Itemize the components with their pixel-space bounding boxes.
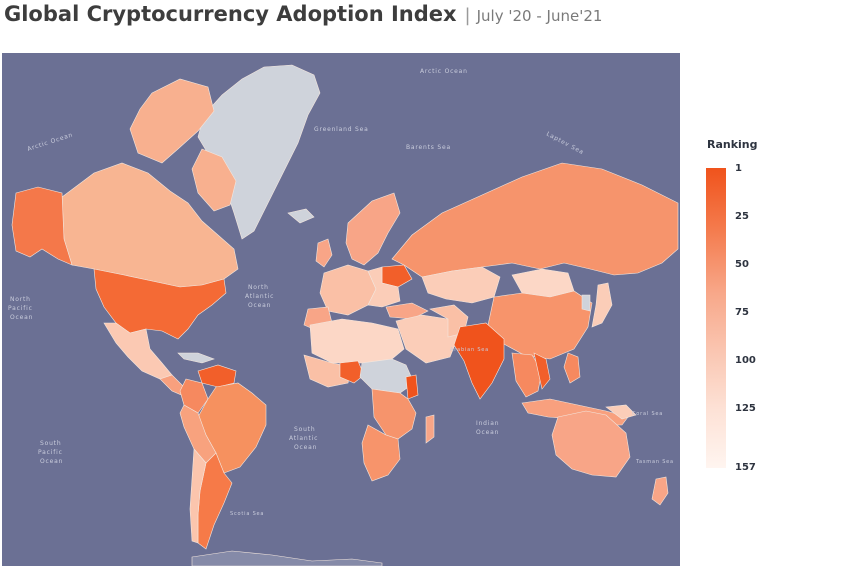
east-africa[interactable] [371,388,417,440]
india[interactable] [453,322,505,400]
label-arabian-sea: Arabian Sea [450,347,489,353]
ukraine[interactable] [381,264,413,288]
baffin-island[interactable] [191,148,237,212]
legend-tick-25: 25 [735,211,749,222]
label-south-atlantic-3: Ocean [294,444,317,451]
alaska[interactable] [11,186,73,266]
scandinavia[interactable] [345,192,401,266]
nigeria[interactable] [339,360,365,384]
middle-east[interactable] [395,314,459,364]
label-north-atlantic-2: Atlantic [245,293,274,300]
korea[interactable] [581,294,591,312]
australia[interactable] [551,410,631,478]
legend-tick-75: 75 [735,307,749,318]
label-tasman-sea: Tasman Sea [635,459,674,465]
label-indian-ocean-1: Indian [476,420,499,427]
chile[interactable] [189,448,207,544]
mexico[interactable] [103,322,173,380]
label-south-atlantic-1: South [294,426,315,433]
vietnam[interactable] [533,352,551,390]
label-north-pacific-2: Pacific [8,305,33,312]
turkey[interactable] [385,302,429,320]
label-north-pacific-1: North [10,296,31,303]
ranking-legend: Ranking 1 25 50 75 100 125 157 [700,136,780,476]
japan[interactable] [591,282,613,328]
antarctica [191,550,383,566]
label-greenland-sea: Greenland Sea [314,126,369,133]
label-arctic-ocean-left: Arctic Ocean [26,131,74,152]
label-barents-sea: Barents Sea [406,144,451,151]
venezuela[interactable] [197,364,237,388]
legend-tick-100: 100 [735,355,756,366]
label-coral-sea: Coral Sea [632,411,663,417]
label-indian-ocean-2: Ocean [476,429,499,436]
cuba[interactable] [177,352,215,364]
world-map-svg: Arctic Ocean Arctic Ocean Greenland Sea … [8,64,679,566]
label-north-pacific-3: Ocean [10,314,33,321]
north-africa[interactable] [309,318,405,364]
label-south-pacific-2: Pacific [38,449,63,456]
legend-tick-1: 1 [735,163,742,174]
title-subtitle: July '20 - June'21 [476,7,603,25]
russia[interactable] [391,162,679,278]
legend-tick-125: 125 [735,403,756,414]
world-map[interactable]: Arctic Ocean Arctic Ocean Greenland Sea … [2,53,680,566]
legend-tick-157: 157 [735,462,756,473]
label-north-atlantic-3: Ocean [248,302,271,309]
label-south-pacific-1: South [40,440,61,447]
philippines[interactable] [563,352,581,384]
southeast-asia[interactable] [511,352,543,398]
southern-africa[interactable] [361,424,401,482]
chart-title: Global Cryptocurrency Adoption Index | J… [4,2,602,38]
title-separator: | [464,5,471,26]
legend-color-scale [706,168,726,468]
kenya[interactable] [405,374,419,400]
label-scotia-sea: Scotia Sea [230,511,264,517]
legend-tick-50: 50 [735,259,749,270]
label-arctic-ocean-top: Arctic Ocean [420,68,468,75]
title-main: Global Cryptocurrency Adoption Index [4,2,457,26]
canada-arctic-islands[interactable] [129,78,215,164]
madagascar[interactable] [425,414,435,444]
new-zealand[interactable] [651,476,669,506]
label-north-atlantic-1: North [248,284,269,291]
central-africa-nodata[interactable] [359,358,415,394]
label-south-pacific-3: Ocean [40,458,63,465]
iceland[interactable] [287,208,315,224]
label-south-atlantic-2: Atlantic [289,435,318,442]
west-africa[interactable] [303,354,353,388]
label-laptev-sea: Laptev Sea [545,131,585,157]
legend-title: Ranking [707,138,758,151]
united-states[interactable] [93,268,227,340]
papua-new-guinea[interactable] [605,404,637,420]
uk[interactable] [315,238,333,268]
eastern-europe[interactable] [367,266,401,308]
